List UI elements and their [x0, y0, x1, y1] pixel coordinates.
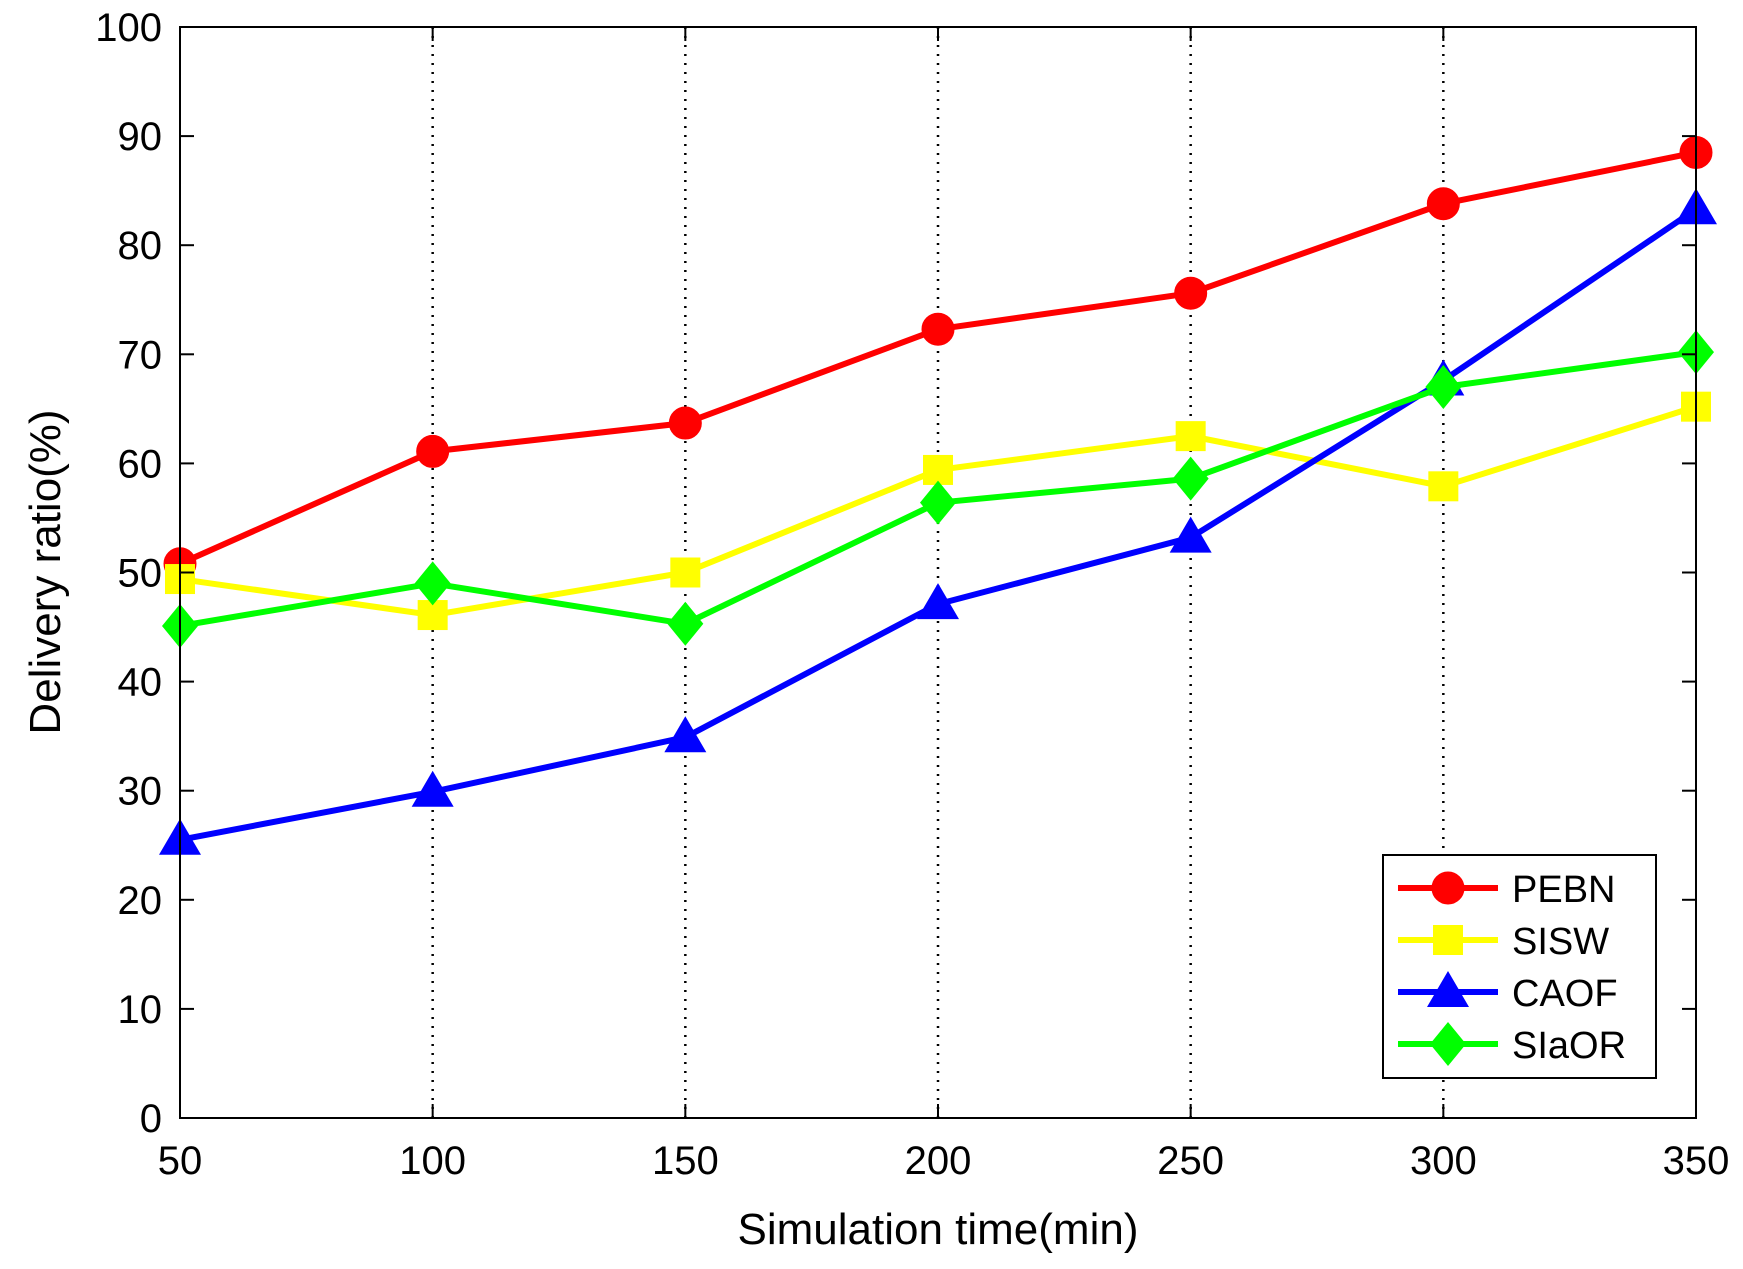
y-tick-label: 50: [118, 552, 163, 596]
y-tick-label: 30: [118, 770, 163, 814]
data-point-sisw: [923, 454, 953, 485]
x-tick-label: 100: [399, 1139, 466, 1183]
data-point-siaor: [1425, 365, 1462, 410]
y-tick-label: 90: [118, 115, 163, 159]
legend-marker-siaor: [1430, 1022, 1466, 1066]
data-point-siaor: [920, 480, 956, 525]
y-tick-label: 20: [118, 879, 163, 923]
x-axis-title: Simulation time(min): [738, 1205, 1139, 1254]
axes: 50 100 150 200 250 300 350 0 10 20 30 40 50 60 70 80 90 1…: [95, 6, 1729, 1183]
legend-label-sisw: SISW: [1512, 921, 1609, 963]
legend-label-pebn: PEBN: [1512, 869, 1615, 911]
y-tick-label: 100: [95, 6, 162, 50]
data-point-pebn: [668, 406, 702, 440]
x-tick-label: 50: [158, 1139, 203, 1183]
x-tick-label: 200: [905, 1139, 972, 1183]
series-pebn: [163, 135, 1713, 581]
legend-marker-sisw: [1433, 925, 1463, 955]
legend-label-caof: CAOF: [1512, 973, 1618, 1015]
data-point-sisw: [670, 557, 701, 588]
x-tick-label: 250: [1157, 1139, 1224, 1183]
legend-label-siaor: SIaOR: [1512, 1025, 1626, 1067]
data-point-siaor: [667, 601, 704, 646]
y-tick-label: 40: [118, 661, 163, 705]
legend-marker-caof: [1427, 971, 1469, 1007]
data-point-caof: [1169, 516, 1212, 553]
x-tick-label: 300: [1410, 1139, 1477, 1183]
x-tick-label: 350: [1663, 1139, 1730, 1183]
data-point-sisw: [1428, 471, 1459, 502]
x-tick-label: 150: [652, 1139, 719, 1183]
y-tick-label: 0: [140, 1097, 162, 1141]
data-point-caof: [664, 716, 707, 753]
y-tick-label: 80: [118, 224, 163, 268]
series-siaor: [162, 330, 1714, 648]
data-point-sisw: [1175, 421, 1206, 452]
legend: PEBN SISW CAOF SIaOR: [1382, 854, 1657, 1079]
data-point-pebn: [921, 312, 955, 346]
legend-marker-pebn: [1431, 871, 1465, 905]
legend-box: [1382, 854, 1657, 1079]
y-tick-label: 10: [118, 988, 163, 1032]
data-point-siaor: [414, 561, 451, 606]
data-point-pebn: [1426, 187, 1460, 221]
data-point-pebn: [416, 434, 450, 468]
y-axis-title: Delivery ratio(%): [21, 409, 70, 734]
series-layer: [159, 135, 1717, 855]
y-tick-label: 70: [118, 333, 163, 377]
data-point-caof: [411, 770, 454, 807]
y-tick-label: 60: [118, 442, 163, 486]
data-point-caof: [917, 583, 959, 620]
data-point-siaor: [1172, 456, 1209, 501]
data-point-pebn: [1174, 276, 1208, 310]
